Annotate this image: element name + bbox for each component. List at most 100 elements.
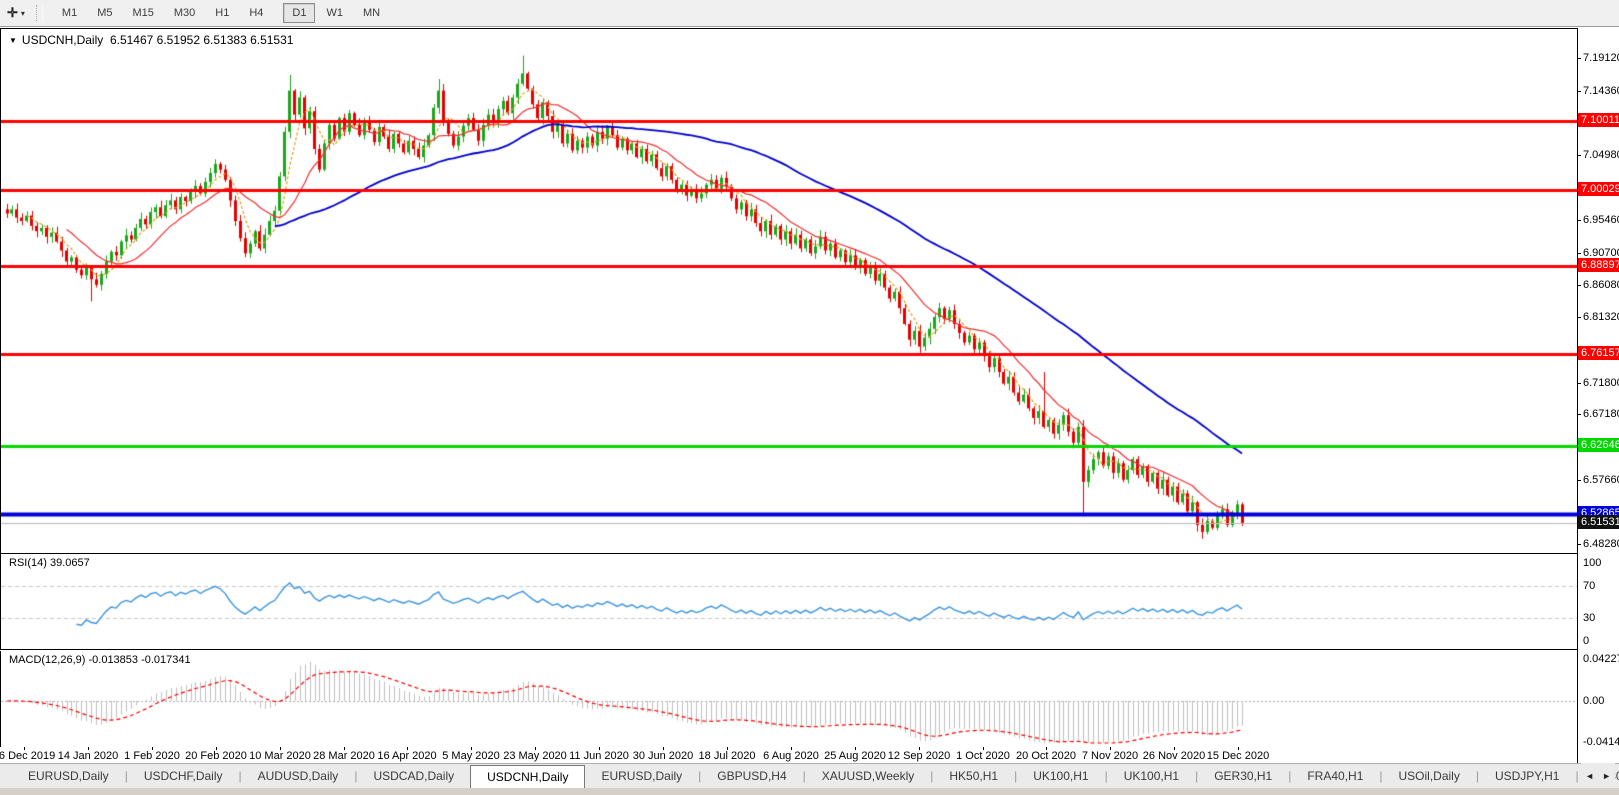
macd-canvas[interactable] [1,651,1577,746]
macd-name: MACD(12,26,9) [9,654,86,666]
chart-tab-usdjpyh1[interactable]: USDJPY,H1 [1494,769,1560,783]
tab-scroll-left-icon[interactable]: ◄ [1585,770,1595,781]
price-tick-label: 6.57660 [1583,474,1619,486]
rsi-scale-label: 0 [1583,635,1590,647]
date-label: 20 Oct 2020 [1016,750,1076,762]
price-scale[interactable]: 7.19120 7.14360 7.04980 6.95460 6.90700 6.860… [1578,28,1619,763]
macd-scale-label: 0.042275 [1583,653,1619,665]
hline-price-label: 6.88897 [1578,258,1619,272]
price-tick-mark [1578,480,1581,481]
chart-ohlc-values: 6.51467 6.51952 6.51383 6.51531 [109,33,294,47]
price-tick-label: 6.71800 [1583,377,1619,389]
price-chart-canvas[interactable] [1,29,1577,551]
tab-separator: | [1195,769,1199,783]
chart-tab-usoildaily[interactable]: USOil,Daily [1398,769,1460,783]
macd-indicator-pane[interactable]: MACD(12,26,9) -0.013853 -0.017341 [0,651,1578,748]
rsi-scale-label: 100 [1583,557,1602,569]
date-tick-mark [727,747,728,750]
price-tick-mark [1578,155,1581,156]
date-label: 12 Sep 2020 [887,750,951,762]
date-label: 16 Apr 2020 [377,750,437,762]
date-tick-mark [791,747,792,750]
chart-tab-uk100h1[interactable]: UK100,H1 [1033,769,1089,783]
price-tick-mark [1578,253,1581,254]
rsi-canvas[interactable] [1,554,1577,648]
rsi-value: 39.0657 [49,557,90,569]
chart-tab-audusddaily[interactable]: AUDUSD,Daily [257,769,339,783]
date-label: 14 Jan 2020 [57,750,119,762]
toolbar-grip [35,5,43,21]
rsi-scale-label: 70 [1583,580,1596,592]
timeframe-button-w1[interactable]: W1 [326,7,343,19]
macd-label: MACD(12,26,9) -0.013853 -0.017341 [9,654,191,666]
date-tick-mark [1174,747,1175,750]
price-tick-mark [1578,414,1581,415]
date-label: 11 Jun 2020 [569,750,629,762]
timeframe-button-h4[interactable]: H4 [249,7,264,19]
price-tick-mark [1578,544,1581,545]
price-chart-pane[interactable]: ▼ USDCNH,Daily 6.51467 6.51952 6.51383 6.… [0,28,1578,554]
hline-price-label: 7.00029 [1578,182,1619,196]
timeframe-button-mn[interactable]: MN [362,7,381,19]
price-tick-label: 6.86080 [1583,279,1619,291]
price-tick-mark [1578,285,1581,286]
date-label: 1 Oct 2020 [956,750,1010,762]
tab-separator: | [1575,769,1579,783]
price-tick-mark [1578,58,1581,59]
date-tick-mark [280,747,281,750]
cursor-tool-button[interactable]: ✛ ▾ [1,3,31,23]
price-tick-label: 6.81320 [1583,311,1619,323]
chart-tab-usdcnhdaily[interactable]: USDCNH,Daily [470,765,586,788]
chart-tab-fra40h1[interactable]: FRA40,H1 [1307,769,1364,783]
rsi-indicator-pane[interactable]: RSI(14) 39.0657 [0,554,1578,650]
timeframe-button-h1[interactable]: H1 [215,7,230,19]
date-tick-mark [344,747,345,750]
date-tick-mark [216,747,217,750]
price-tick-label: 7.04980 [1583,149,1619,161]
timeframe-buttons: M1 M5 M15 M30 H1 H4 D1 W1 MN [47,3,390,23]
tab-separator: | [354,769,358,783]
chart-tab-usdcaddaily[interactable]: USDCAD,Daily [373,769,455,783]
tab-separator: | [1475,769,1479,783]
date-tick-mark [855,747,856,750]
timeframe-button-m5[interactable]: M5 [97,7,113,19]
price-tick-label: 7.19120 [1583,52,1619,64]
tab-separator: | [1104,769,1108,783]
date-tick-mark [535,747,536,750]
timeframe-button-m1[interactable]: M1 [61,7,78,19]
tab-scroll-right-icon[interactable]: ► [1602,770,1611,781]
collapse-triangle-icon[interactable]: ▼ [9,36,17,45]
tab-scroll-arrows: ◄ ► [1581,763,1615,788]
date-tick-mark [599,747,600,750]
crosshair-icon: ✛ [7,5,18,20]
chart-tab-ger30h1[interactable]: GER30,H1 [1214,769,1273,783]
tab-separator: | [124,769,128,783]
chart-tab-xauusdweekly[interactable]: XAUUSD,Weekly [821,769,915,783]
chevron-down-icon: ▾ [20,8,25,18]
tab-separator: | [1379,769,1383,783]
date-label: 30 Jun 2020 [632,750,694,762]
date-tick-mark [152,747,153,750]
price-tick-label: 6.48280 [1583,538,1619,550]
timeframe-button-m30[interactable]: M30 [173,7,196,19]
timeframe-button-m15[interactable]: M15 [132,7,154,19]
chart-tab-eurusddaily[interactable]: EURUSD,Daily [28,769,109,783]
chart-symbol-period: USDCNH,Daily [21,33,104,47]
price-tick-label: 7.14360 [1583,85,1619,97]
chart-tab-uk100h1[interactable]: UK100,H1 [1123,769,1180,783]
rsi-scale-label: 30 [1583,612,1596,624]
date-label: 26 Nov 2020 [1142,750,1206,762]
date-tick-mark [88,747,89,750]
date-tick-mark [1046,747,1047,750]
tab-separator: | [238,769,242,783]
price-tick-label: 6.90700 [1583,247,1619,259]
date-label: 10 Mar 2020 [249,750,311,762]
chart-tab-gbpusdh4[interactable]: GBPUSD,H4 [717,769,787,783]
timeframe-button-d1[interactable]: D1 [283,3,316,23]
chart-tab-eurusddaily[interactable]: EURUSD,Daily [601,769,683,783]
chart-tab-hk50h1[interactable]: HK50,H1 [949,769,999,783]
tab-separator: | [698,769,702,783]
chart-tab-usdchfdaily[interactable]: USDCHF,Daily [143,769,223,783]
macd-scale-label: 0.00 [1583,695,1605,707]
